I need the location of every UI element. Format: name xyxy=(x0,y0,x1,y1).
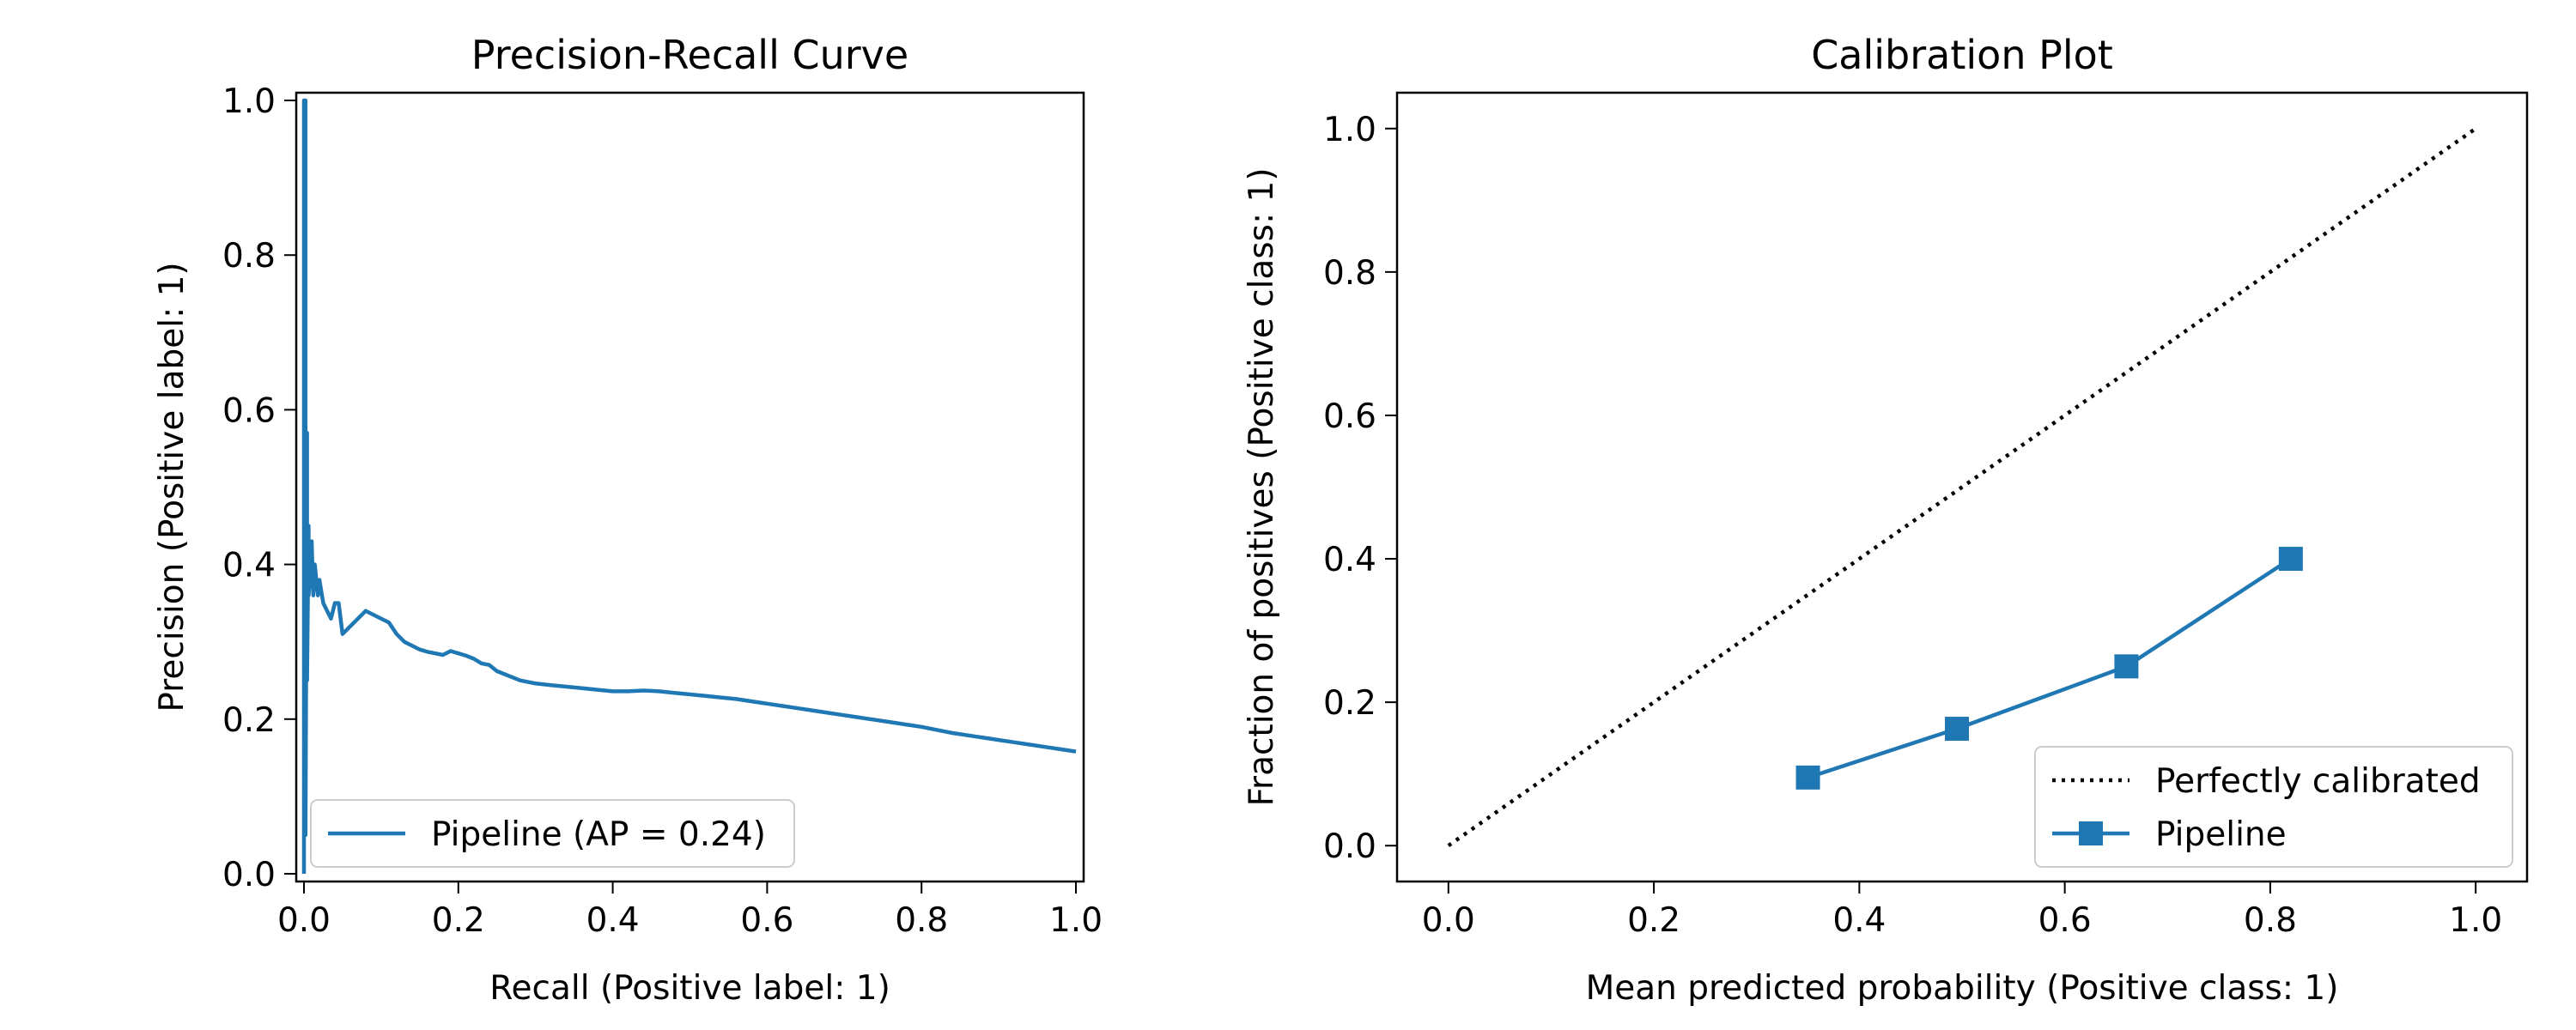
x-tick-label: 0.8 xyxy=(2244,901,2297,940)
series-line xyxy=(1807,557,2293,780)
y-axis-label: Fraction of positives (Positive class: 1… xyxy=(1242,167,1281,806)
y-tick-label: 1.0 xyxy=(1323,111,1376,149)
legend-label: Pipeline xyxy=(2155,815,2287,854)
y-tick-label: 0.6 xyxy=(1323,397,1376,436)
x-tick-label: 0.6 xyxy=(2038,901,2092,940)
x-axis-label: Recall (Positive label: 1) xyxy=(489,969,890,1008)
y-tick-label: 0.6 xyxy=(222,391,276,430)
data-point xyxy=(2114,654,2139,679)
x-tick-label: 0.0 xyxy=(277,901,331,940)
x-tick-label: 1.0 xyxy=(2449,901,2502,940)
x-tick-label: 0.0 xyxy=(1422,901,1475,940)
legend-label: Perfectly calibrated xyxy=(2155,762,2481,801)
y-axis-label: Precision (Positive label: 1) xyxy=(153,262,191,712)
y-tick-label: 0.8 xyxy=(1323,254,1376,293)
series-line xyxy=(301,98,1077,874)
x-tick-label: 0.2 xyxy=(1627,901,1680,940)
y-tick-label: 0.0 xyxy=(222,856,276,894)
axes-frame xyxy=(1395,91,2529,883)
x-tick-label: 0.4 xyxy=(586,901,640,940)
y-tick-label: 0.2 xyxy=(222,701,276,740)
chart-title: Calibration Plot xyxy=(1811,32,2113,78)
chart-panel-2: Calibration Plot Mean predicted probabili… xyxy=(1242,32,2529,1008)
y-tick-label: 0.2 xyxy=(1323,684,1376,723)
y-tick-label: 0.4 xyxy=(1323,541,1376,579)
legend: Pipeline (AP = 0.24) xyxy=(310,799,795,868)
y-tick-label: 0.4 xyxy=(222,547,276,585)
axes-frame xyxy=(295,91,1085,883)
x-tick-label: 0.6 xyxy=(740,901,793,940)
x-tick-label: 1.0 xyxy=(1049,901,1103,940)
x-tick-label: 0.4 xyxy=(1832,901,1886,940)
legend-box xyxy=(2034,746,2513,868)
data-point xyxy=(1945,717,1970,742)
reference-line xyxy=(1447,126,2477,848)
x-axis-label: Mean predicted probability (Positive cla… xyxy=(1586,969,2339,1008)
data-point xyxy=(2278,547,2303,572)
chart-title: Precision-Recall Curve xyxy=(471,32,908,78)
legend: Perfectly calibrated Pipeline xyxy=(2034,746,2513,868)
legend-label: Pipeline (AP = 0.24) xyxy=(431,815,766,854)
x-tick-label: 0.2 xyxy=(432,901,485,940)
data-point xyxy=(1795,765,1820,790)
y-tick-label: 0.0 xyxy=(1323,827,1376,866)
legend-box xyxy=(310,799,795,868)
y-tick-label: 0.8 xyxy=(222,237,276,276)
x-tick-label: 0.8 xyxy=(895,901,948,940)
legend-marker xyxy=(2079,821,2103,845)
chart-panel-1: Precision-Recall Curve Recall (Positive l… xyxy=(153,32,1103,1008)
y-tick-label: 1.0 xyxy=(222,82,276,121)
